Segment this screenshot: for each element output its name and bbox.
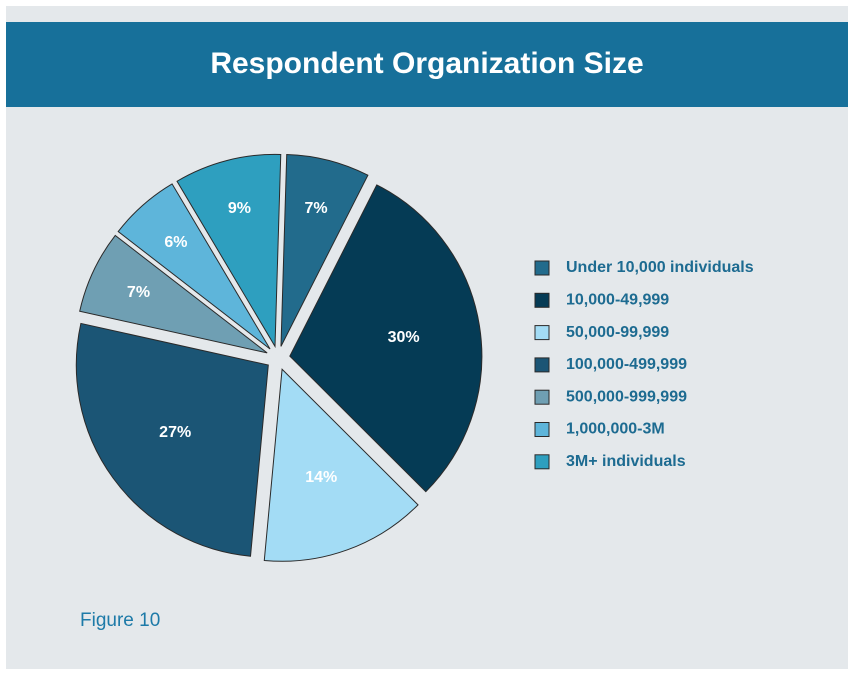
legend-swatch xyxy=(534,292,550,308)
slice-label: 9% xyxy=(228,200,251,217)
legend-label: 500,000-999,999 xyxy=(566,388,687,405)
pie-slice xyxy=(176,153,282,349)
legend-label: 50,000-99,999 xyxy=(566,324,669,341)
chart-title: Respondent Organization Size xyxy=(210,47,643,80)
legend-swatch xyxy=(534,325,550,341)
caption: Figure 10 xyxy=(80,610,160,631)
legend-swatch xyxy=(534,357,550,373)
legend-label: 10,000-49,999 xyxy=(566,292,669,309)
legend-swatch xyxy=(534,260,550,276)
slice-label: 14% xyxy=(305,469,337,486)
pie-slice xyxy=(289,184,483,493)
header-band xyxy=(6,22,848,107)
legend-label: Under 10,000 individuals xyxy=(566,259,754,276)
legend-label: 1,000,000-3M xyxy=(566,421,665,438)
slice-label: 7% xyxy=(305,200,328,217)
pie-slice xyxy=(263,368,419,562)
pie-slice xyxy=(280,153,369,347)
pie-slice xyxy=(79,234,268,354)
slice-label: 30% xyxy=(388,329,420,346)
pie-slice xyxy=(117,183,271,350)
legend-swatch xyxy=(534,454,550,470)
legend-swatch xyxy=(534,422,550,437)
legend-swatch xyxy=(534,389,550,405)
slice-label: 27% xyxy=(159,424,191,441)
slice-label: 6% xyxy=(164,234,187,251)
pie-slice xyxy=(75,322,269,557)
legend-label: 3M+ individuals xyxy=(566,453,686,470)
slice-label: 7% xyxy=(127,284,150,301)
legend-label: 100,000-499,999 xyxy=(566,356,687,373)
